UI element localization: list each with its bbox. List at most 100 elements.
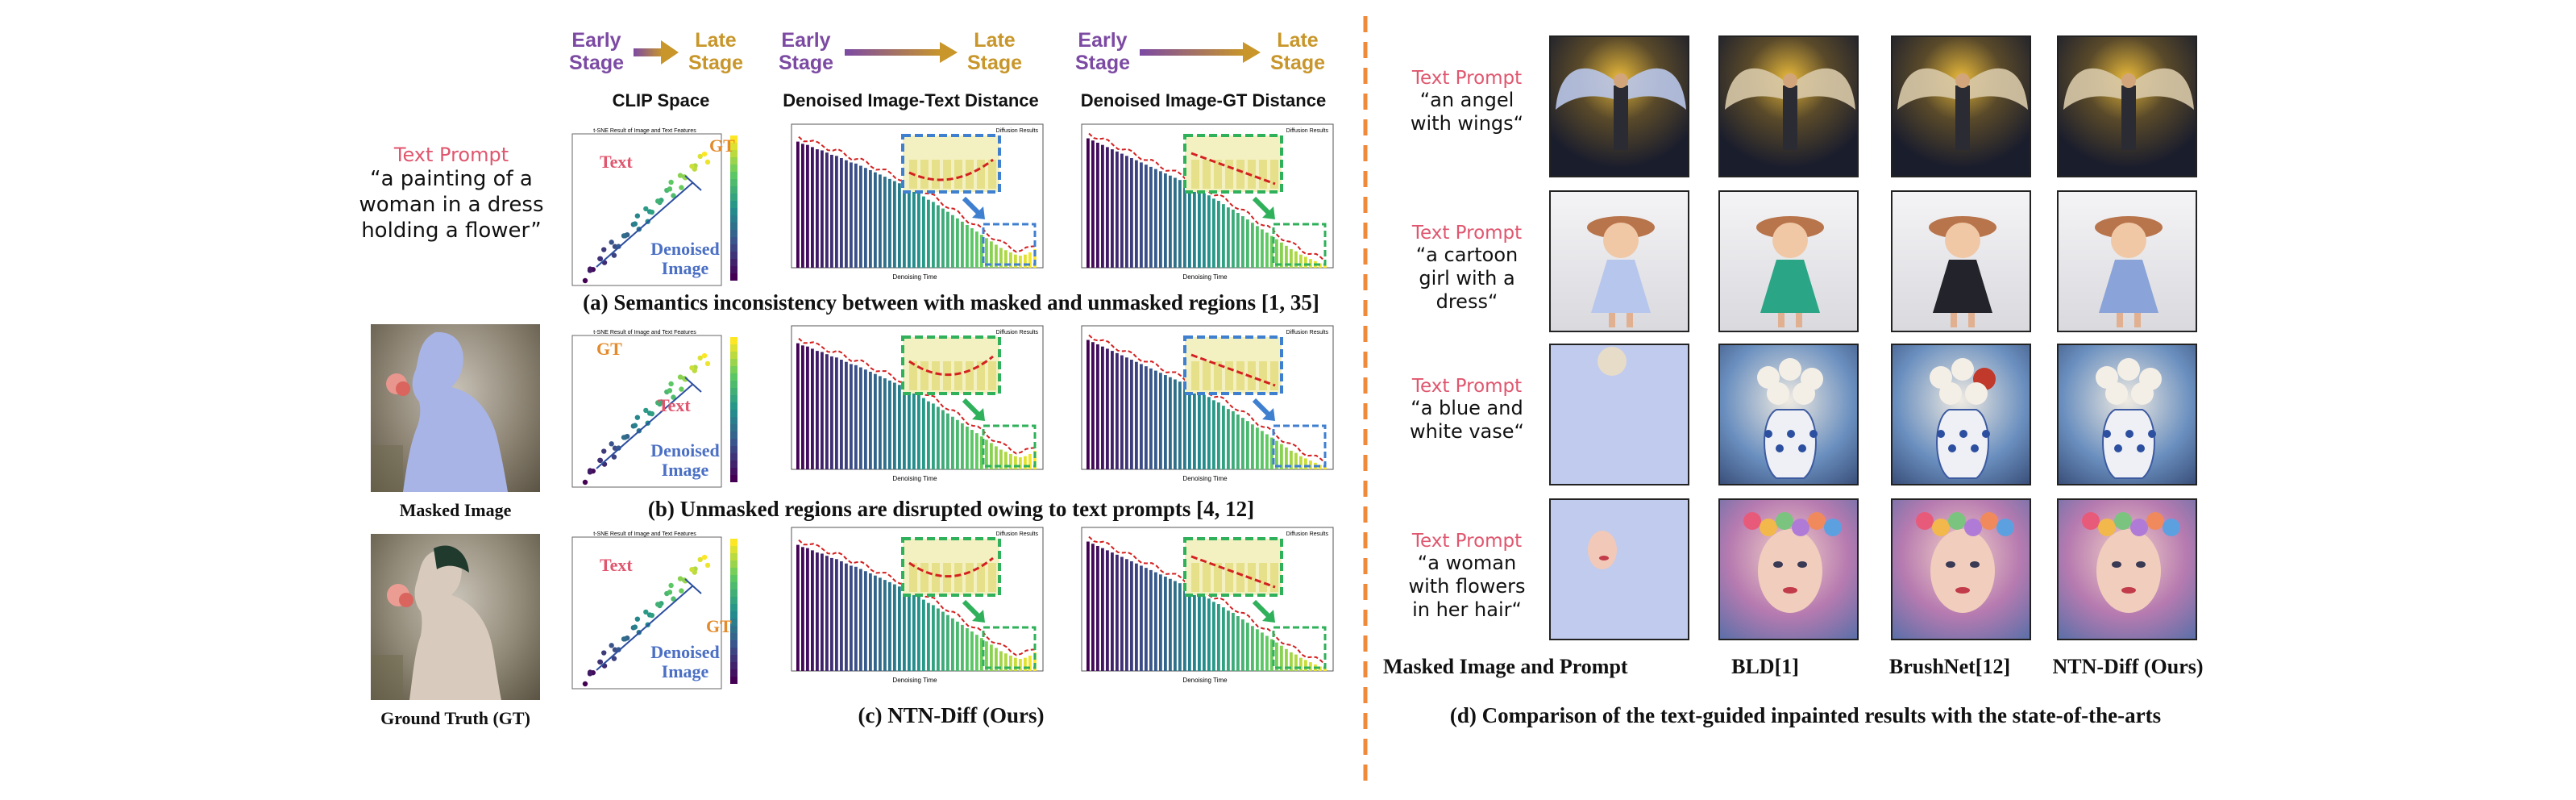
tsne-point [701, 151, 708, 157]
figure-head [2121, 73, 2136, 88]
tsne-point [587, 671, 593, 677]
flower-icon [1939, 382, 1962, 405]
girl-head [2111, 223, 2146, 258]
distance-bar [946, 211, 949, 268]
distance-bar [1125, 559, 1128, 671]
distance-bar [840, 561, 843, 671]
chart-xlabel: Denoising Time [892, 273, 937, 281]
distance-bar [956, 419, 959, 469]
right-text-prompt: Text Prompt “an angel with wings“ [1386, 68, 1548, 135]
zoom-bar [932, 563, 940, 592]
left-prompt-line-2: woman in a dress [359, 193, 544, 217]
distance-bar [1033, 652, 1037, 671]
distance-bar [1207, 397, 1211, 469]
left-prompt-line-1: “a painting of a [370, 167, 533, 191]
distance-bar [1198, 391, 1201, 469]
colorbar-cell [730, 186, 737, 194]
distance-bar [888, 178, 891, 268]
zoom-bar [920, 361, 929, 390]
distance-bar [1009, 453, 1012, 469]
ground-truth-image [371, 534, 540, 700]
tsne-point [677, 576, 683, 581]
inpainted-result-image [1718, 190, 1859, 332]
chart-xlabel: Denoising Time [1182, 677, 1228, 684]
zoom-bar [1191, 563, 1199, 592]
distance-bar [1169, 578, 1172, 671]
clip-plot-title: t-SNE Result of Image and Text Features [593, 531, 696, 537]
distance-bar [1174, 177, 1177, 268]
colorbar-cell [730, 359, 737, 366]
distance-bar [1014, 254, 1017, 268]
distance-bar [961, 423, 964, 469]
zoom-bar [1214, 563, 1222, 592]
flower-icon [1996, 519, 2014, 536]
distance-bar [879, 376, 882, 469]
tsne-point [667, 590, 673, 595]
colorbar-cell [730, 381, 737, 388]
distance-bar [1028, 252, 1032, 268]
column-header-gt-distance: Denoised Image-GT Distance [1080, 90, 1327, 110]
tsne-point [668, 179, 674, 185]
distance-bar [1130, 360, 1133, 469]
distance-bar [970, 631, 974, 671]
tsne-point [697, 556, 703, 563]
clip-space-plot: t-SNE Result of Image and Text Features T… [571, 531, 737, 690]
distance-bar [1145, 165, 1148, 268]
tile-illustration [1587, 216, 1655, 327]
tsne-point [601, 247, 607, 252]
right-prompt-label: Text Prompt [1411, 376, 1523, 397]
colorbar-cell [730, 431, 737, 439]
distance-bar [835, 357, 838, 469]
distance-bar [796, 141, 800, 268]
distance-bar [1203, 596, 1206, 671]
zoom-bar [954, 563, 962, 592]
distance-bar [1106, 348, 1109, 469]
zoom-bar [932, 361, 940, 390]
distance-bar [1086, 138, 1090, 268]
flower-icon [1808, 512, 1826, 530]
distance-bar [1096, 142, 1099, 268]
distance-bar [864, 571, 867, 671]
chart-xlabel: Denoising Time [1182, 475, 1228, 482]
distance-bar [956, 621, 959, 671]
distance-bar [927, 401, 930, 469]
tile-illustration [2063, 68, 2194, 150]
colorbar-cell [730, 352, 737, 359]
distance-bar [970, 228, 974, 268]
dress-shape [1760, 260, 1820, 313]
tsne-point [671, 193, 676, 198]
distance-bar [903, 185, 906, 268]
inpainted-result-image [1891, 344, 2031, 485]
chart-xlabel: Denoising Time [892, 677, 937, 684]
distance-bar [893, 584, 896, 671]
late-stage-label-3b: Stage [1269, 52, 1326, 74]
distance-bar [1251, 626, 1254, 671]
flower-icon [1964, 519, 1982, 536]
distance-bar [1130, 561, 1133, 671]
distance-bar [1111, 351, 1114, 469]
distance-bar [1217, 604, 1220, 671]
distance-bar [1024, 456, 1027, 469]
right-prompt-line: girl with a [1419, 267, 1515, 290]
zoom-box-small [982, 424, 1037, 468]
masked-input-image [1549, 190, 1689, 332]
caption-d: (d) Comparison of the text-guided inpain… [1449, 703, 2162, 727]
colorbar-cell [730, 626, 737, 633]
distance-bar [1241, 418, 1244, 469]
clip-space-plot: t-SNE Result of Image and Text Features T… [571, 330, 737, 488]
inpainted-result-image [1718, 498, 1859, 640]
distance-bar [1198, 593, 1201, 671]
distance-bar [801, 345, 804, 469]
distance-bar [1198, 190, 1201, 268]
chart-legend: Diffusion Results [996, 128, 1039, 134]
tsne-point [643, 206, 649, 212]
distance-bar [1256, 427, 1259, 469]
clip-denoised-label-2: Image [662, 661, 709, 681]
distance-bar [1217, 201, 1220, 268]
zoom-bar [1191, 160, 1199, 189]
clip-text-label: Text [658, 395, 691, 415]
distance-bar [1120, 556, 1124, 671]
zoom-bar [1225, 160, 1233, 189]
distance-bar [1014, 456, 1017, 469]
distance-bar [1009, 655, 1012, 671]
